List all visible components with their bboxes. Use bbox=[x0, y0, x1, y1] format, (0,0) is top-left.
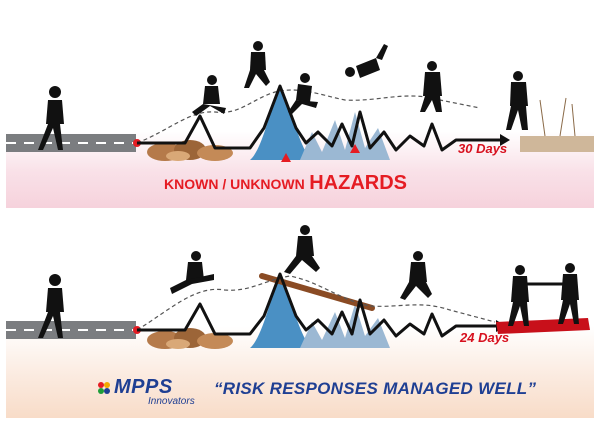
plank-bridge bbox=[259, 273, 375, 311]
actual-path bbox=[137, 272, 496, 338]
mountain bbox=[250, 85, 312, 160]
tumbling-man bbox=[345, 44, 388, 78]
rocks bbox=[147, 328, 233, 349]
bottom-scene bbox=[6, 225, 590, 349]
crossing-man bbox=[284, 225, 320, 274]
mountain bbox=[250, 274, 312, 348]
motto: “RISK RESPONSES MANAGED WELL” bbox=[214, 379, 537, 398]
falling-man bbox=[288, 73, 318, 114]
planned-path bbox=[136, 275, 496, 331]
rocks bbox=[147, 140, 233, 161]
hazard-marker bbox=[350, 144, 360, 153]
running-man bbox=[170, 251, 214, 294]
walking-man bbox=[38, 274, 64, 338]
planned-path bbox=[136, 89, 481, 144]
jumping-man bbox=[192, 75, 226, 116]
brand-name: MPPS bbox=[114, 376, 173, 398]
ice-terrain bbox=[300, 112, 390, 160]
days-top: 30 Days bbox=[458, 141, 508, 156]
bottom-panel bbox=[6, 214, 594, 418]
handshake-men bbox=[508, 263, 579, 326]
hazards-label: KNOWN / UNKNOWN HAZARDS bbox=[164, 172, 407, 195]
leaping-man bbox=[244, 41, 270, 88]
hazards-label-small: KNOWN / UNKNOWN bbox=[164, 176, 305, 192]
logo-mark-icon bbox=[98, 382, 110, 394]
ice-terrain bbox=[300, 304, 390, 348]
top-scene bbox=[6, 41, 594, 162]
brand-sub: Innovators bbox=[148, 396, 195, 407]
actual-path bbox=[137, 84, 500, 152]
hazard-marker bbox=[281, 153, 291, 162]
dry-land bbox=[520, 97, 594, 152]
days-bottom: 24 Days bbox=[460, 330, 510, 345]
brand-logo: MPPS Innovators bbox=[96, 376, 206, 416]
striding-man bbox=[400, 251, 432, 300]
arrowhead bbox=[500, 134, 510, 146]
road bbox=[6, 134, 141, 152]
red-carpet bbox=[496, 318, 590, 334]
road bbox=[6, 321, 141, 339]
walking-man bbox=[38, 86, 64, 150]
top-panel: KNOWN / UNKNOWN HAZARDS bbox=[6, 6, 594, 208]
exhausted-man bbox=[506, 71, 528, 130]
hazards-label-big: HAZARDS bbox=[309, 172, 407, 194]
tired-man bbox=[420, 61, 442, 112]
